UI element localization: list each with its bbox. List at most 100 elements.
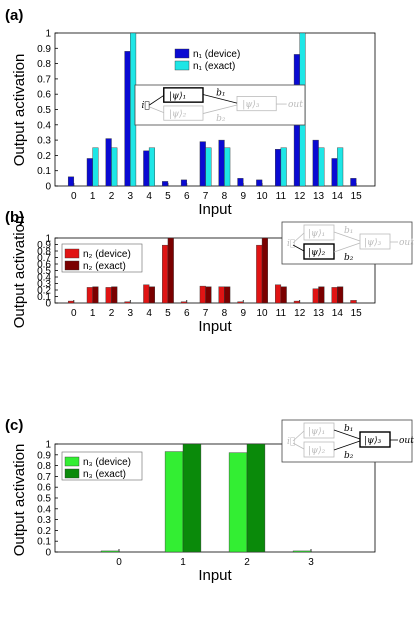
x-tick-label: 10	[256, 191, 268, 202]
x-tick-label: 0	[71, 191, 77, 202]
bar-device	[218, 139, 225, 187]
legend-entry: n₃ (device)	[83, 457, 131, 468]
node-label-3: |ψ⟩₃	[242, 100, 260, 110]
bar-device	[180, 301, 187, 304]
y-tick-label: 0.1	[37, 292, 51, 303]
x-tick-label: 4	[146, 308, 152, 319]
panel-label: (a)	[5, 7, 23, 24]
x-axis-label: Input	[198, 201, 232, 218]
y-tick-label: 0.8	[37, 247, 51, 258]
panel-label: (c)	[5, 417, 23, 434]
bar-device	[228, 452, 248, 553]
bar-device	[218, 286, 225, 304]
y-tick-label: 0.2	[37, 151, 51, 162]
x-tick-label: 3	[308, 557, 314, 568]
y-tick-label: 1	[45, 29, 51, 40]
weight-label-1: b₁	[344, 424, 353, 434]
y-tick-label: 0.3	[37, 279, 51, 290]
x-tick-label: 6	[184, 308, 190, 319]
node-box-2	[303, 441, 335, 458]
bar-device	[67, 300, 75, 304]
bar-device	[162, 244, 169, 304]
bar-exact	[148, 147, 155, 187]
x-tick-label: 2	[244, 557, 250, 568]
x-tick-label: 0	[116, 557, 122, 568]
bar-exact	[280, 286, 287, 304]
chart-panel-2: (b)00.10.20.30.40.50.60.70.80.910 1 2 3 4 5 6 7…	[5, 209, 414, 335]
legend-swatch	[174, 48, 190, 59]
input-label: i⃗	[142, 101, 150, 111]
arrow-input-2	[149, 106, 164, 113]
x-axis-label: Input	[198, 318, 232, 335]
x-axis-label: Input	[198, 567, 232, 584]
weight-label-2: b₂	[344, 451, 354, 461]
bar-device	[143, 150, 150, 187]
x-tick-label: 7	[203, 308, 209, 319]
bar-exact	[92, 147, 99, 187]
x-tick-label: 13	[313, 191, 325, 202]
output-label: out	[288, 100, 303, 110]
y-tick-label: 0.8	[37, 59, 51, 70]
y-tick-label: 0.5	[37, 266, 51, 277]
bar-device	[256, 244, 263, 304]
legend-swatch	[64, 468, 80, 479]
y-tick-label: 0.7	[37, 74, 51, 85]
x-tick-label: 9	[240, 308, 246, 319]
arrow-1-3	[202, 94, 238, 104]
bar-exact	[318, 286, 325, 304]
x-tick-label: 4	[146, 191, 152, 202]
x-tick-label: 8	[222, 191, 228, 202]
x-tick-label: 12	[294, 191, 306, 202]
legend-swatch	[174, 60, 190, 71]
bar-device	[100, 550, 120, 553]
y-tick-label: 0.5	[37, 494, 51, 505]
bar-device	[124, 301, 131, 304]
bar-device	[350, 178, 357, 187]
x-tick-label: 7	[203, 191, 209, 202]
node-label-2: |ψ⟩₂	[308, 248, 326, 258]
legend-swatch	[64, 248, 80, 259]
chart-panel-3: (c)00.10.20.30.40.50.60.70.80.910 1 2 3Inpu…	[5, 417, 414, 584]
y-axis-label: Output activation	[11, 54, 28, 167]
node-label-3: |ψ⟩₃	[364, 238, 382, 248]
bar-device	[237, 178, 244, 187]
legend: n₂ (device)n₂ (exact)	[61, 243, 143, 273]
node-box-3	[236, 96, 277, 112]
bar-exact	[205, 286, 212, 304]
bar-exact	[224, 147, 231, 187]
legend-entry: n₂ (device)	[83, 249, 131, 260]
output-label: out	[399, 436, 414, 446]
bar-device	[67, 176, 75, 187]
y-tick-label: 0	[45, 182, 51, 193]
bar-exact	[261, 237, 268, 304]
bar-exact	[182, 443, 202, 553]
y-tick-label: 0.5	[37, 105, 51, 116]
legend: n₃ (device)n₃ (exact)	[61, 451, 143, 481]
weight-label-2: b₂	[216, 114, 226, 124]
bar-exact	[205, 147, 212, 187]
bar-exact	[167, 237, 174, 304]
bar-exact	[148, 286, 155, 304]
y-tick-label: 0.9	[37, 450, 51, 461]
arrow-input-1	[149, 95, 164, 106]
y-tick-label: 0.4	[37, 273, 51, 284]
y-tick-label: 0.6	[37, 483, 51, 494]
node-box-1	[163, 87, 204, 103]
x-tick-label: 11	[276, 308, 287, 319]
x-tick-label: 13	[313, 308, 325, 319]
y-axis-label: Output activation	[11, 216, 28, 329]
x-tick-label: 10	[256, 308, 268, 319]
bar-device	[86, 158, 93, 187]
network-diagram: i⃗ |ψ⟩₁ |ψ⟩₂ |ψ⟩₃ b₁ b₂ out	[281, 221, 414, 265]
bar-device	[237, 301, 244, 304]
node-label-3: |ψ⟩₃	[364, 436, 382, 446]
x-tick-label: 6	[184, 191, 190, 202]
y-tick-label: 0	[45, 548, 51, 559]
bar-device	[275, 284, 282, 304]
x-tick-label: 5	[165, 308, 171, 319]
arrow-2-3	[333, 242, 361, 253]
y-tick-label: 0.7	[37, 253, 51, 264]
input-label: i⃗	[287, 437, 295, 447]
legend-swatch	[64, 260, 80, 271]
bar-exact	[280, 147, 287, 187]
